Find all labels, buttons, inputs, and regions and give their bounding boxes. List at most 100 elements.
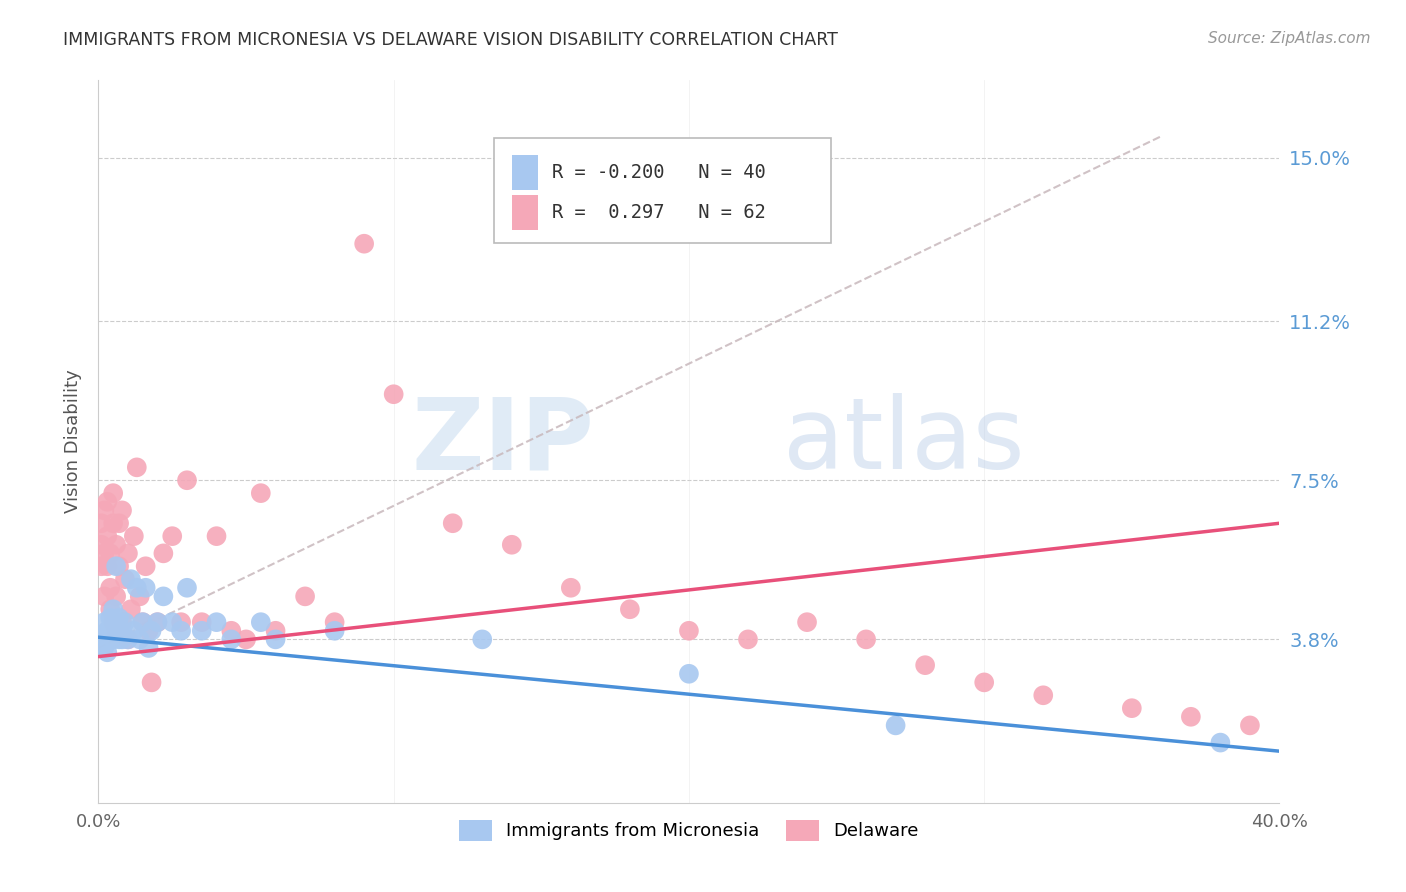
Point (96, 559, 118, 574)
Point (796, 615, 818, 630)
Point (98, 602, 121, 616)
Point (176, 473, 198, 487)
Text: R =  0.297   N = 62: R = 0.297 N = 62 (553, 203, 766, 222)
Bar (512, 195, 537, 230)
Text: Source: ZipAtlas.com: Source: ZipAtlas.com (1208, 31, 1371, 46)
Point (138, 624, 160, 638)
Bar (512, 155, 537, 190)
Point (914, 658, 936, 673)
Point (678, 624, 700, 638)
Point (141, 624, 163, 638)
Point (90, 516, 112, 531)
Point (90, 559, 112, 574)
Point (103, 602, 125, 616)
Point (294, 590, 316, 604)
Y-axis label: Vision Disability: Vision Disability (63, 369, 82, 514)
Point (560, 581, 582, 595)
Point (205, 615, 228, 630)
Point (111, 632, 134, 647)
Point (105, 538, 128, 552)
Point (235, 632, 257, 647)
Point (132, 615, 155, 630)
Point (117, 632, 139, 647)
Point (108, 559, 131, 574)
Point (162, 615, 183, 630)
Point (250, 486, 273, 500)
Point (114, 615, 136, 630)
Point (117, 546, 139, 560)
Point (105, 624, 128, 638)
Point (105, 590, 128, 604)
Point (93, 615, 115, 630)
Point (323, 624, 346, 638)
Point (737, 632, 759, 647)
Point (96, 529, 118, 543)
Point (501, 538, 523, 552)
Point (93, 640, 115, 655)
Text: R = -0.200   N = 40: R = -0.200 N = 40 (553, 163, 766, 182)
Legend: Immigrants from Micronesia, Delaware: Immigrants from Micronesia, Delaware (451, 813, 927, 848)
Point (1180, 710, 1202, 724)
Point (191, 615, 214, 630)
Point (1032, 688, 1054, 702)
Point (128, 632, 150, 647)
Point (146, 615, 169, 630)
Point (108, 632, 131, 647)
Point (141, 675, 163, 690)
Point (146, 615, 169, 630)
Point (96, 494, 118, 508)
Point (105, 624, 128, 638)
Point (619, 602, 641, 616)
Point (135, 559, 157, 574)
Point (678, 666, 700, 681)
Point (122, 529, 145, 543)
Point (471, 632, 494, 647)
Text: atlas: atlas (783, 393, 1025, 490)
Point (98, 611, 121, 625)
Point (93, 503, 115, 517)
Point (103, 516, 125, 531)
Point (125, 460, 148, 475)
Point (90, 632, 112, 647)
Text: ZIP: ZIP (412, 393, 595, 490)
Point (90, 538, 112, 552)
Point (98, 581, 121, 595)
Point (152, 590, 174, 604)
Point (264, 632, 287, 647)
Point (120, 602, 142, 616)
Point (125, 581, 148, 595)
Point (111, 615, 134, 630)
Point (114, 572, 136, 586)
Point (855, 632, 877, 647)
Point (221, 632, 243, 647)
Point (170, 615, 193, 630)
Point (93, 546, 115, 560)
Point (250, 615, 273, 630)
Point (973, 675, 995, 690)
Point (111, 503, 134, 517)
Point (152, 546, 174, 560)
Point (132, 615, 155, 630)
Point (441, 516, 464, 531)
Point (108, 611, 131, 625)
Point (264, 624, 287, 638)
Point (323, 615, 346, 630)
Point (103, 486, 125, 500)
Point (128, 590, 150, 604)
Point (884, 718, 907, 732)
Point (120, 572, 142, 586)
Point (1239, 718, 1261, 732)
Text: IMMIGRANTS FROM MICRONESIA VS DELAWARE VISION DISABILITY CORRELATION CHART: IMMIGRANTS FROM MICRONESIA VS DELAWARE V… (63, 31, 838, 49)
Point (353, 236, 375, 251)
Point (205, 529, 228, 543)
Point (1121, 701, 1143, 715)
Point (176, 581, 198, 595)
Point (108, 516, 131, 531)
Point (170, 624, 193, 638)
Point (96, 624, 118, 638)
Point (98, 546, 121, 560)
Point (382, 387, 405, 401)
Point (117, 632, 139, 647)
Point (135, 581, 157, 595)
Point (122, 624, 145, 638)
